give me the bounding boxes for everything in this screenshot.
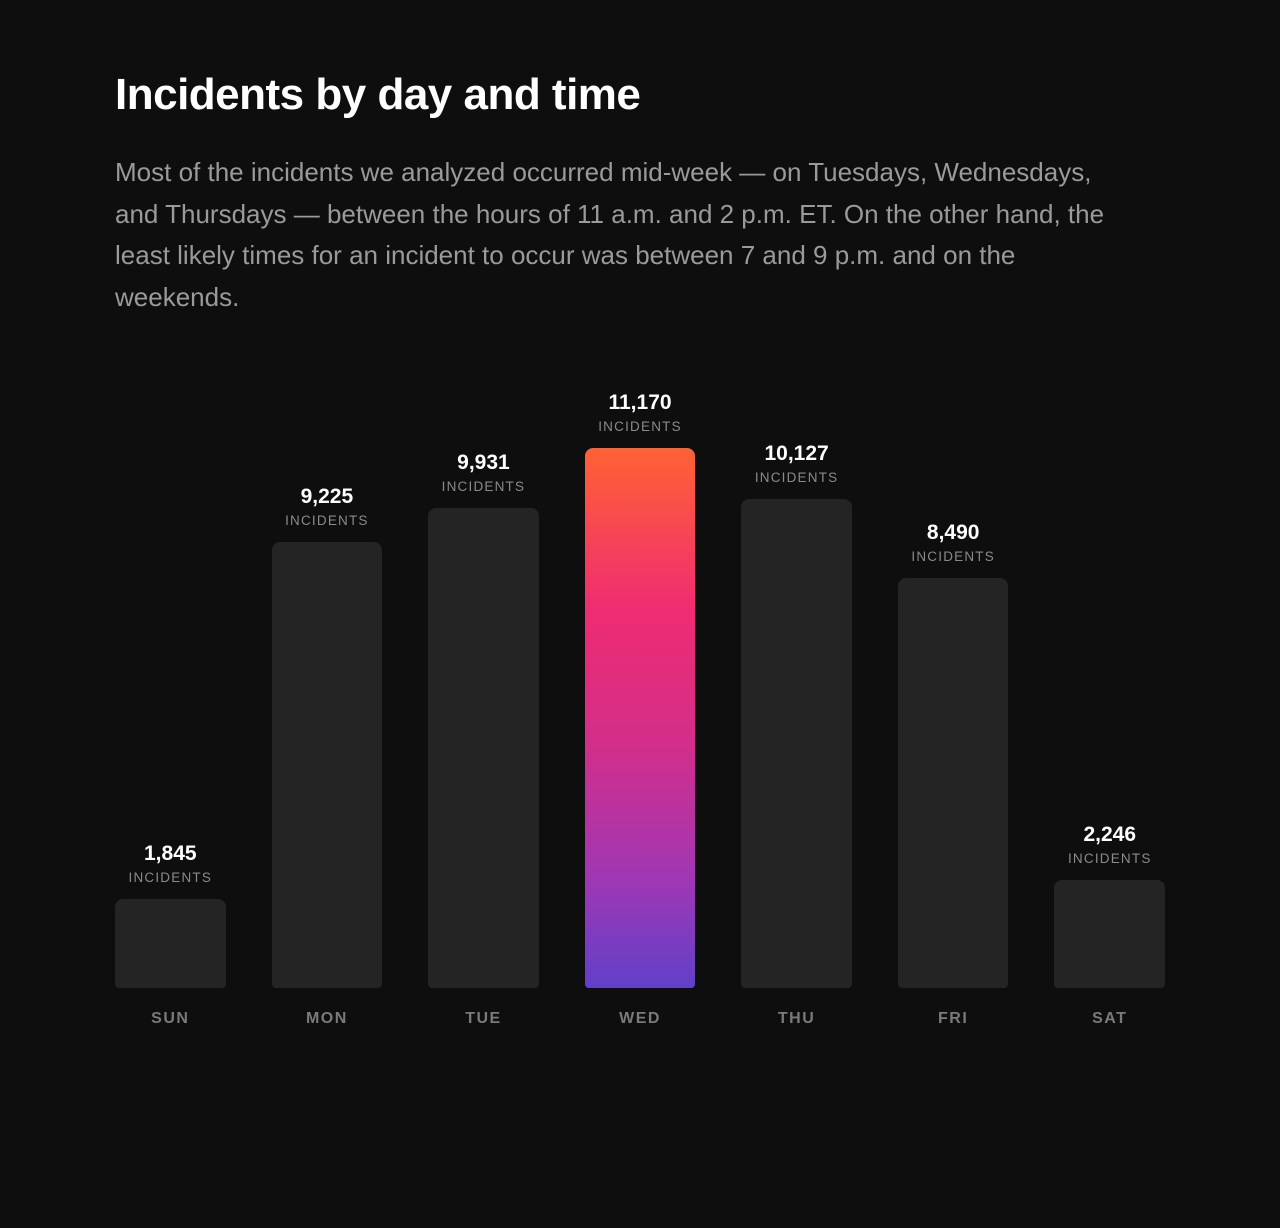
bar-xlabel: FRI xyxy=(938,1010,968,1028)
bar-sublabel: INCIDENTS xyxy=(755,470,839,485)
bar-xlabel: SUN xyxy=(151,1010,189,1028)
bar xyxy=(741,499,852,989)
bar-value: 8,490 xyxy=(927,521,980,545)
bar-group: 11,170 INCIDENTS WED xyxy=(585,388,696,1028)
bar-xlabel: WED xyxy=(619,1010,661,1028)
bar-xlabel: THU xyxy=(778,1010,815,1028)
bar-value: 11,170 xyxy=(608,391,671,415)
bar-group: 1,845 INCIDENTS SUN xyxy=(115,388,226,1028)
bar-sublabel: INCIDENTS xyxy=(285,513,369,528)
bar-value: 10,127 xyxy=(764,442,828,466)
bar-value: 1,845 xyxy=(144,842,197,866)
bar-sublabel: INCIDENTS xyxy=(442,479,526,494)
bar-value: 9,931 xyxy=(457,451,510,475)
bar xyxy=(272,542,383,988)
bar-group: 8,490 INCIDENTS FRI xyxy=(898,388,1009,1028)
bar-sublabel: INCIDENTS xyxy=(1068,851,1152,866)
bar xyxy=(898,578,1009,988)
bar-sublabel: INCIDENTS xyxy=(129,870,213,885)
bar xyxy=(1054,880,1165,989)
chart-title: Incidents by day and time xyxy=(115,70,1165,120)
bar-group: 9,225 INCIDENTS MON xyxy=(272,388,383,1028)
bar-group: 9,931 INCIDENTS TUE xyxy=(428,388,539,1028)
bar xyxy=(428,508,539,988)
bar-xlabel: MON xyxy=(306,1010,348,1028)
bar-value: 2,246 xyxy=(1083,823,1136,847)
bar-xlabel: SAT xyxy=(1092,1010,1127,1028)
bar xyxy=(115,899,226,988)
bar-group: 10,127 INCIDENTS THU xyxy=(741,388,852,1028)
bar-group: 2,246 INCIDENTS SAT xyxy=(1054,388,1165,1028)
bar-sublabel: INCIDENTS xyxy=(598,419,682,434)
bar-highlighted xyxy=(585,448,696,988)
bar-chart: 1,845 INCIDENTS SUN 9,225 INCIDENTS MON … xyxy=(115,388,1165,1028)
chart-description: Most of the incidents we analyzed occurr… xyxy=(115,152,1115,318)
bar-xlabel: TUE xyxy=(465,1010,502,1028)
bar-sublabel: INCIDENTS xyxy=(911,549,995,564)
bar-value: 9,225 xyxy=(301,485,354,509)
